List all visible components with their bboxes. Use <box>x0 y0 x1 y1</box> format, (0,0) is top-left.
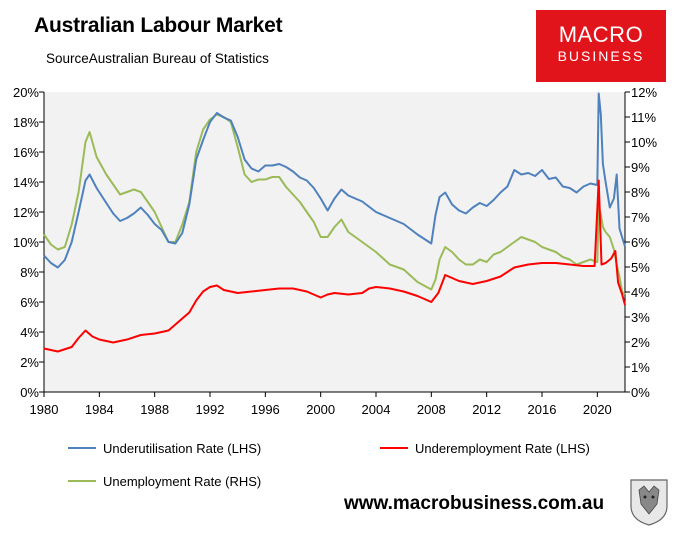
y-left-tick-label: 2% <box>20 355 39 370</box>
website-url[interactable]: www.macrobusiness.com.au <box>344 493 605 514</box>
y-right-tick-label: 3% <box>631 310 650 325</box>
chart-title: Australian Labour Market <box>34 14 283 37</box>
wolf-crest-icon <box>627 478 671 526</box>
series-line-underemployment-rate-lhs <box>43 179 626 353</box>
legend-label: Unemployment Rate (RHS) <box>103 474 261 489</box>
plot-area <box>44 92 625 392</box>
y-right-tick-label: 5% <box>631 260 650 275</box>
y-right-tick-label: 1% <box>631 360 650 375</box>
x-tick-label: 1992 <box>196 402 225 417</box>
y-left-tick-label: 0% <box>20 385 39 400</box>
y-right-tick-label: 10% <box>631 135 657 150</box>
series-line-underutilisation-rate-lhs <box>43 92 626 269</box>
y-left-tick-label: 12% <box>13 205 39 220</box>
y-right-tick-label: 0% <box>631 385 650 400</box>
series-lines <box>43 92 626 353</box>
x-tick-label: 2016 <box>528 402 557 417</box>
y-left-tick-label: 16% <box>13 145 39 160</box>
x-tick-label: 1980 <box>30 402 59 417</box>
axes: 1980 1984 1988 1992 1996 2000 2004 2008 2012 2016… <box>13 85 657 417</box>
x-tick-label: 2000 <box>306 402 335 417</box>
legend-label: Underutilisation Rate (LHS) <box>103 441 261 456</box>
source-note: SourceAustralian Bureau of Statistics <box>46 51 269 66</box>
x-tick-label: 2012 <box>472 402 501 417</box>
x-tick-label: 1984 <box>85 402 114 417</box>
series-line-unemployment-rate-rhs <box>43 113 626 296</box>
y-left-tick-label: 10% <box>13 235 39 250</box>
y-left-tick-label: 14% <box>13 175 39 190</box>
y-left-tick-label: 20% <box>13 85 39 100</box>
x-tick-label: 2020 <box>583 402 612 417</box>
y-right-tick-label: 6% <box>631 235 650 250</box>
y-right-tick-label: 9% <box>631 160 650 175</box>
x-tick-label: 2004 <box>362 402 391 417</box>
macrobusiness-logo: MACRO BUSINESS <box>536 10 666 82</box>
y-right-tick-label: 11% <box>631 110 656 125</box>
x-tick-label: 2008 <box>417 402 446 417</box>
legend: Underutilisation Rate (LHS) Underemployme… <box>68 441 590 489</box>
logo-line-1: MACRO <box>558 22 644 47</box>
y-left-tick-label: 18% <box>13 115 39 130</box>
y-right-tick-label: 4% <box>631 285 650 300</box>
y-right-tick-label: 12% <box>631 85 657 100</box>
x-tick-label: 1988 <box>140 402 169 417</box>
y-left-tick-label: 4% <box>20 325 39 340</box>
y-left-tick-label: 6% <box>20 295 39 310</box>
y-right-tick-label: 8% <box>631 185 650 200</box>
y-left-tick-label: 8% <box>20 265 39 280</box>
logo-line-2: BUSINESS <box>557 48 645 64</box>
x-tick-label: 1996 <box>251 402 280 417</box>
y-right-tick-label: 2% <box>631 335 650 350</box>
y-right-tick-label: 7% <box>631 210 650 225</box>
legend-label: Underemployment Rate (LHS) <box>415 441 590 456</box>
